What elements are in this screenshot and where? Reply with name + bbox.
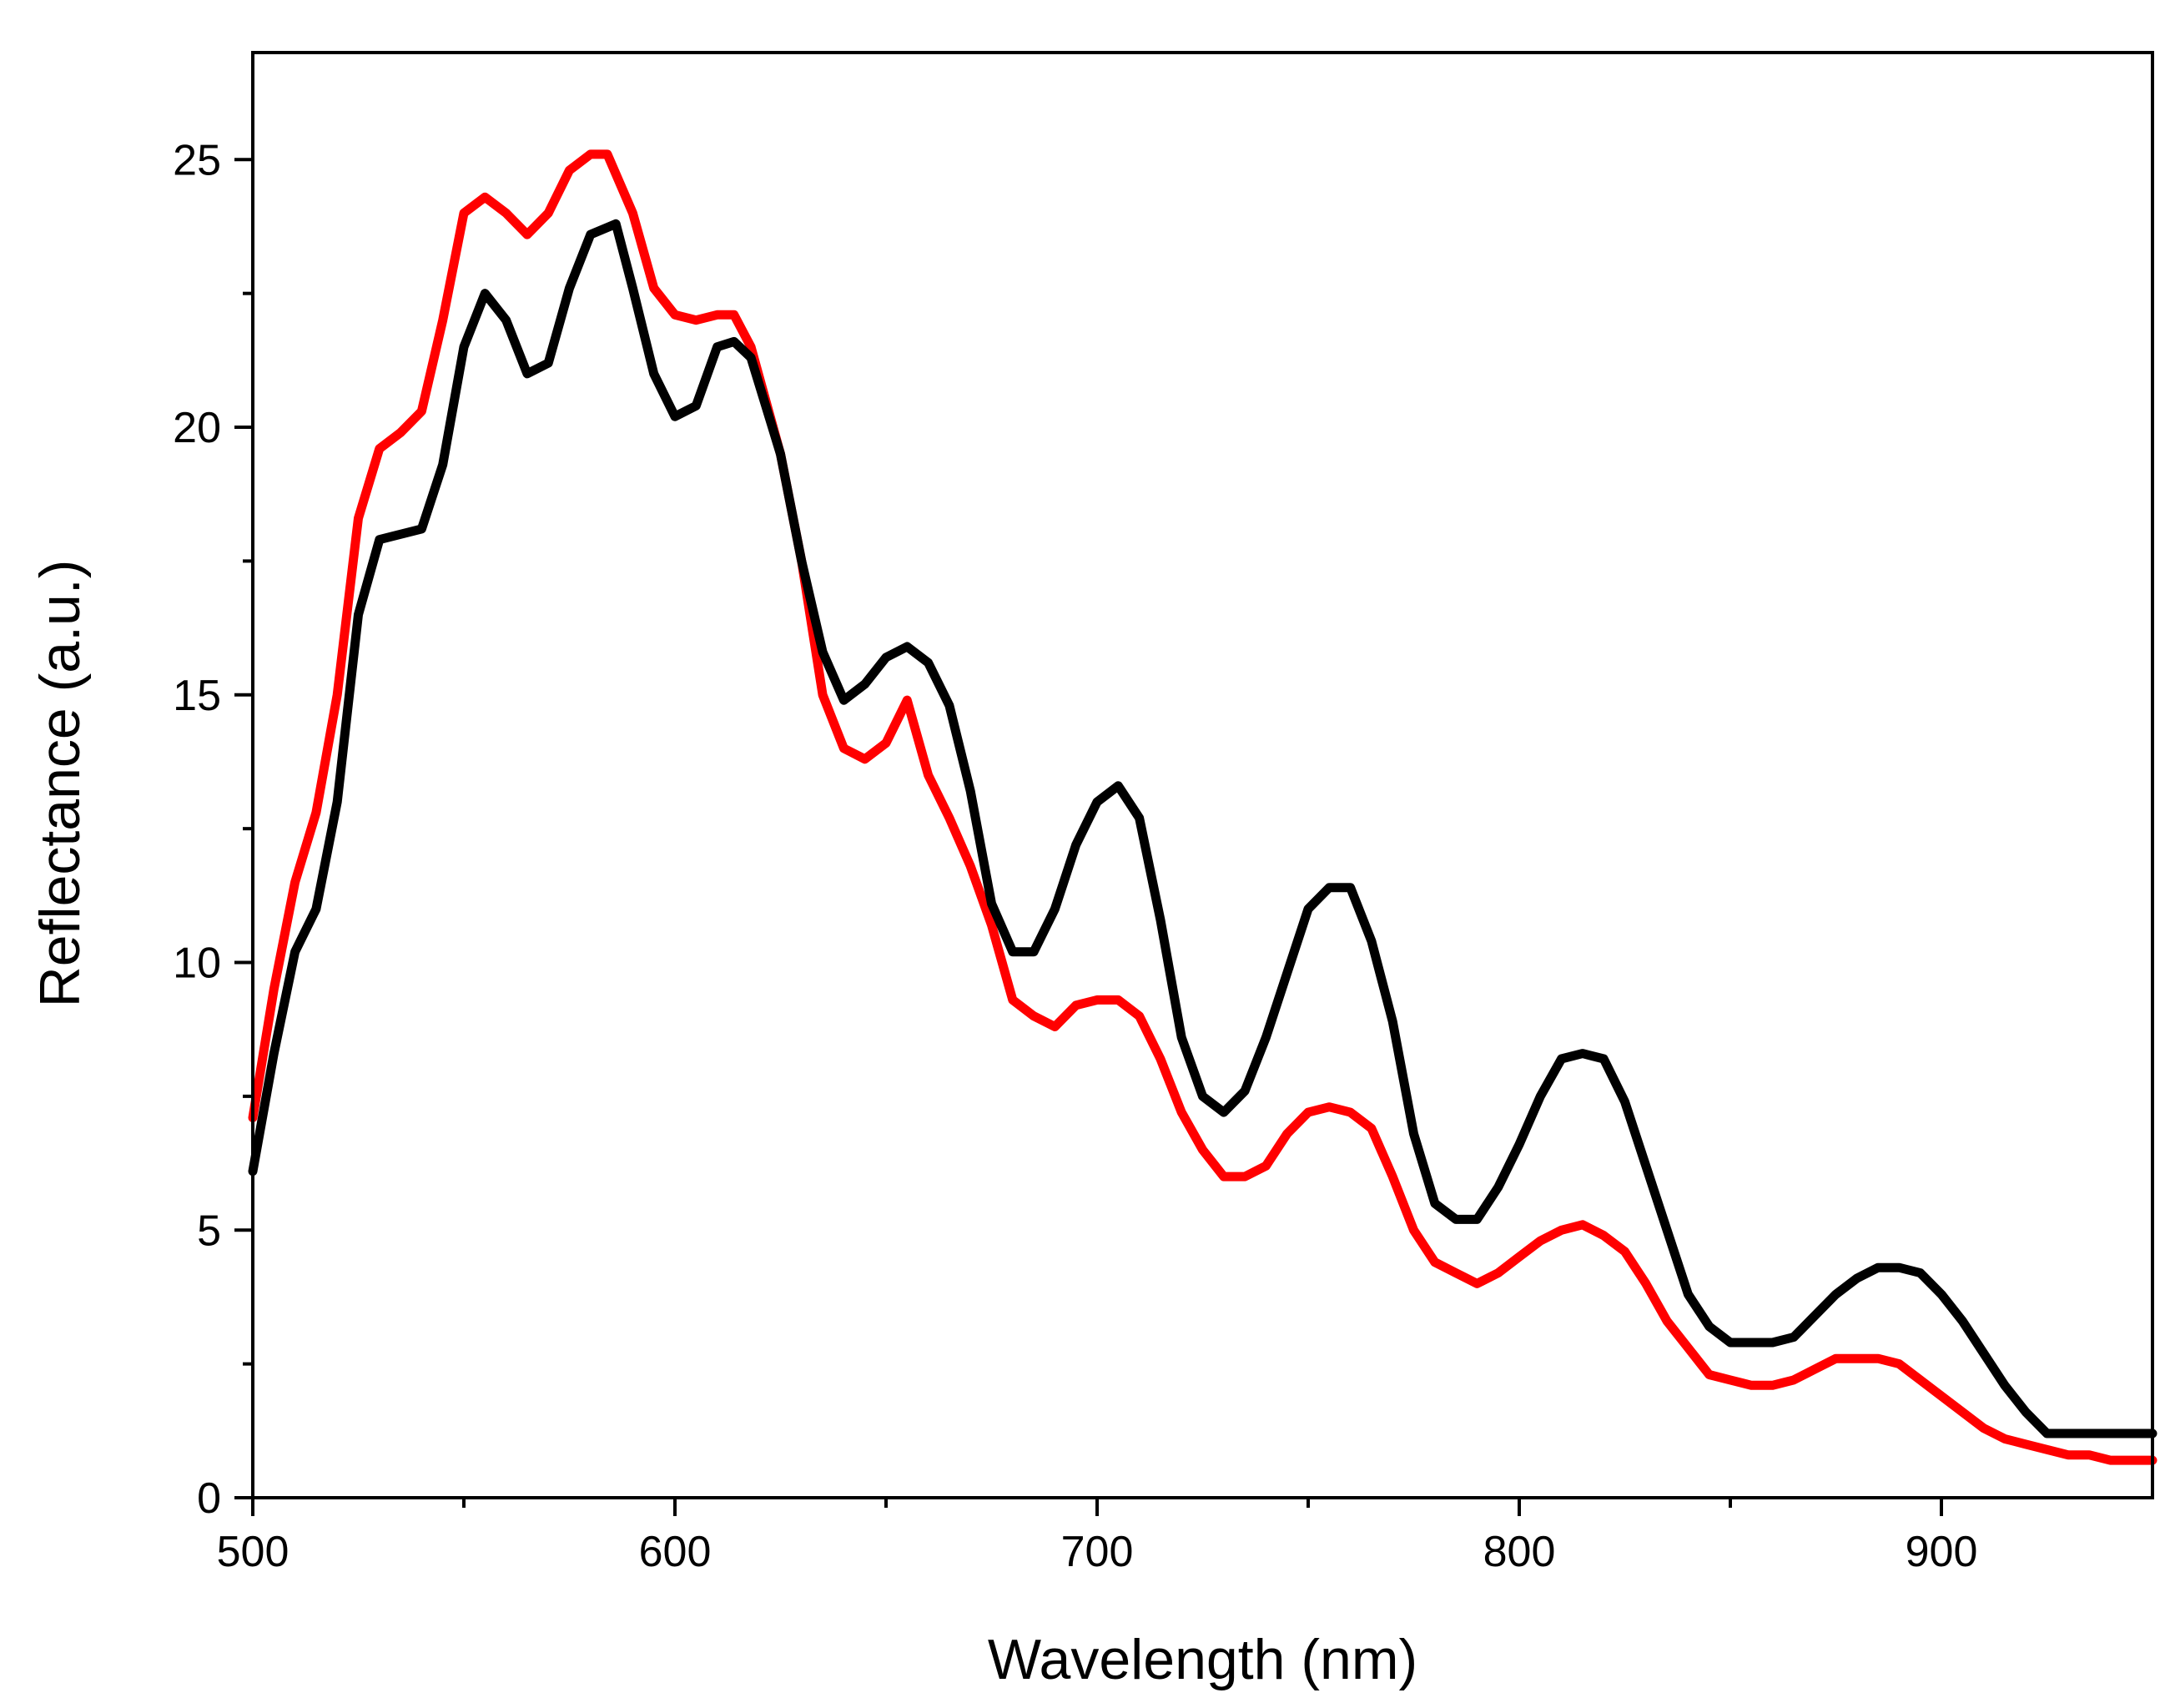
ticks-layer: 500 600 700 800 900 0 5 10 15 20 25: [173, 136, 1977, 1576]
x-tick-label: 700: [1061, 1528, 1134, 1576]
series-line-red: [248, 149, 2157, 1465]
series-layer: [248, 149, 2157, 1465]
y-tick-label: 15: [173, 672, 221, 720]
y-tick-label: 20: [173, 404, 221, 452]
y-tick-label: 5: [197, 1207, 221, 1255]
x-tick-label: 500: [217, 1528, 290, 1576]
x-axis-title: Wavelength (nm): [988, 1628, 1417, 1691]
x-tick-label: 600: [639, 1528, 712, 1576]
plot-frame: [251, 51, 2154, 1499]
y-axis-title: Reflectance (a.u.): [28, 560, 92, 1008]
y-tick-label: 0: [197, 1474, 221, 1523]
series-line-black: [248, 219, 2157, 1438]
x-tick-label: 900: [1906, 1528, 1978, 1576]
y-tick-label: 25: [173, 136, 221, 184]
x-tick-label: 800: [1483, 1528, 1556, 1576]
y-tick-label: 10: [173, 940, 221, 988]
